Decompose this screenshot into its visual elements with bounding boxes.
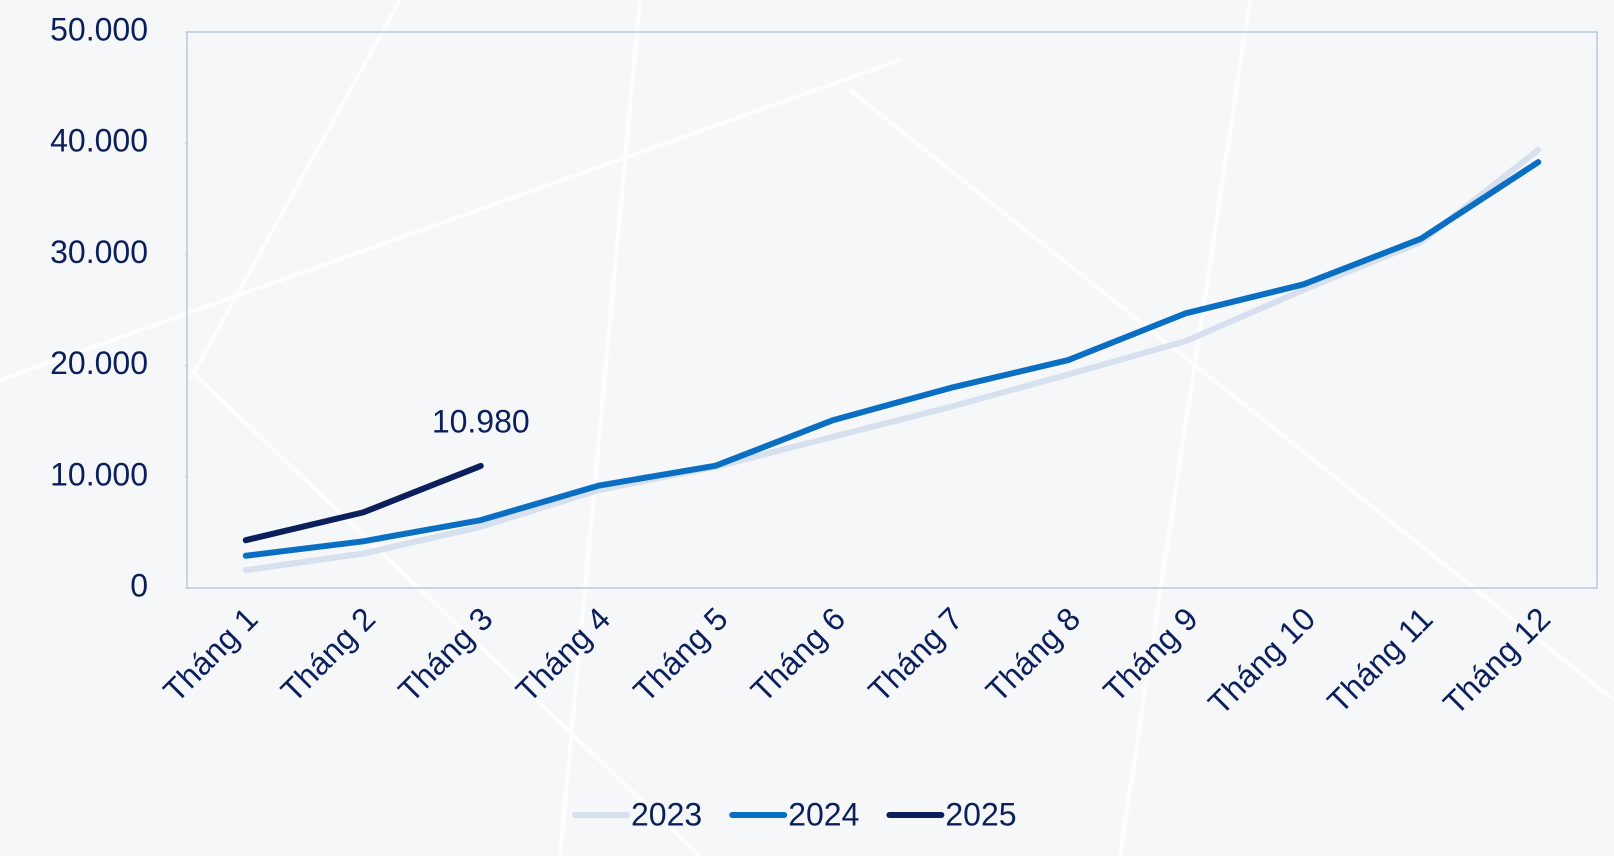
x-tick-label: Tháng 7 [861,600,969,708]
x-tick-label: Tháng 6 [744,600,852,708]
x-tick-label: Tháng 4 [509,600,617,708]
x-tick-label: Tháng 5 [626,600,734,708]
x-tick-label: Tháng 3 [391,600,499,708]
legend-label: 2024 [788,796,859,832]
series-line [242,462,484,544]
series-line [242,146,1542,574]
x-tick-label: Tháng 11 [1320,600,1439,719]
x-tick-label: Tháng 1 [156,600,264,708]
plot-area [186,31,1598,589]
y-tick-label: 40.000 [50,123,148,159]
x-tick-label: Tháng 10 [1201,600,1322,721]
x-tick-label: Tháng 8 [979,600,1087,708]
legend-label: 2025 [945,796,1016,832]
y-tick-label: 0 [130,567,148,603]
data-label: 10.980 [432,403,530,439]
legend-label: 2023 [631,796,702,832]
y-tick-label: 10.000 [50,456,148,492]
x-tick-label: Tháng 12 [1436,600,1557,721]
x-tick-label: Tháng 2 [274,600,382,708]
y-tick-label: 50.000 [50,11,148,47]
y-tick-label: 20.000 [50,345,148,381]
series-line [242,159,1542,559]
x-tick-label: Tháng 9 [1096,600,1204,708]
y-tick-label: 30.000 [50,234,148,270]
